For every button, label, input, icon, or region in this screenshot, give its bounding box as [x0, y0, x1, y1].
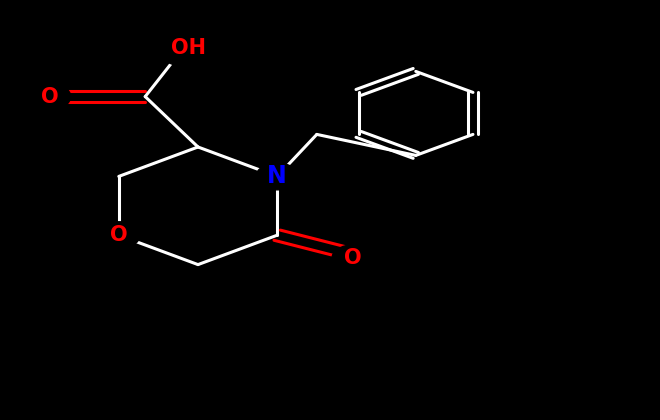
Text: OH: OH	[170, 38, 206, 58]
Circle shape	[158, 29, 218, 67]
Text: N: N	[267, 164, 287, 189]
Text: O: O	[41, 87, 58, 107]
Circle shape	[98, 222, 140, 249]
Text: O: O	[110, 225, 127, 245]
Text: O: O	[345, 248, 362, 268]
Circle shape	[332, 245, 374, 272]
Circle shape	[28, 83, 71, 110]
Circle shape	[256, 163, 298, 190]
